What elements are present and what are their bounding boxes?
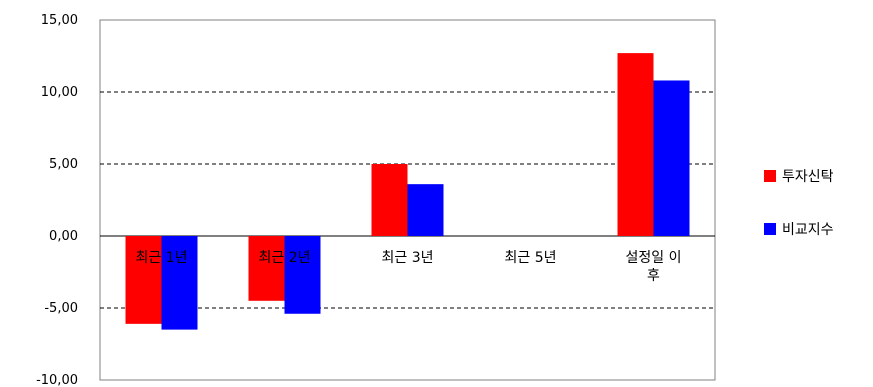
bar-fund	[125, 236, 162, 324]
y-tick-label: -10,00	[36, 373, 78, 387]
category-label: 최근 1년	[136, 250, 188, 266]
y-tick-label: 0,00	[49, 229, 78, 244]
category-label: 최근 2년	[259, 250, 311, 266]
category-label: 설정일 이	[626, 250, 682, 266]
category-label: 최근 3년	[382, 250, 434, 266]
bar-benchmark	[407, 184, 444, 236]
y-tick-label: 15,00	[41, 13, 78, 28]
category-label: 최근 5년	[505, 250, 557, 266]
legend-swatch	[764, 223, 776, 235]
category-label: 후	[647, 268, 660, 284]
legend-label: 투자신탁	[782, 169, 834, 185]
bar-benchmark	[653, 80, 690, 236]
bar-fund	[248, 236, 285, 301]
bar-fund	[617, 53, 654, 237]
x-axis-categories: 최근 1년 최근 2년 최근 3년 최근 5년 설정일 이후	[136, 250, 682, 284]
bars	[125, 53, 690, 330]
bar-benchmark	[161, 236, 198, 330]
legend-label: 비교지수	[782, 222, 834, 238]
y-tick-label: 5,00	[49, 157, 78, 172]
bar-fund	[371, 164, 408, 236]
bar-benchmark	[284, 236, 321, 314]
y-axis-ticks: 15,00 10,00 5,00 0,00 -5,00 -10,00	[36, 13, 78, 387]
y-tick-label: -5,00	[44, 301, 78, 316]
legend-swatch	[764, 170, 776, 182]
y-tick-label: 10,00	[41, 85, 78, 100]
